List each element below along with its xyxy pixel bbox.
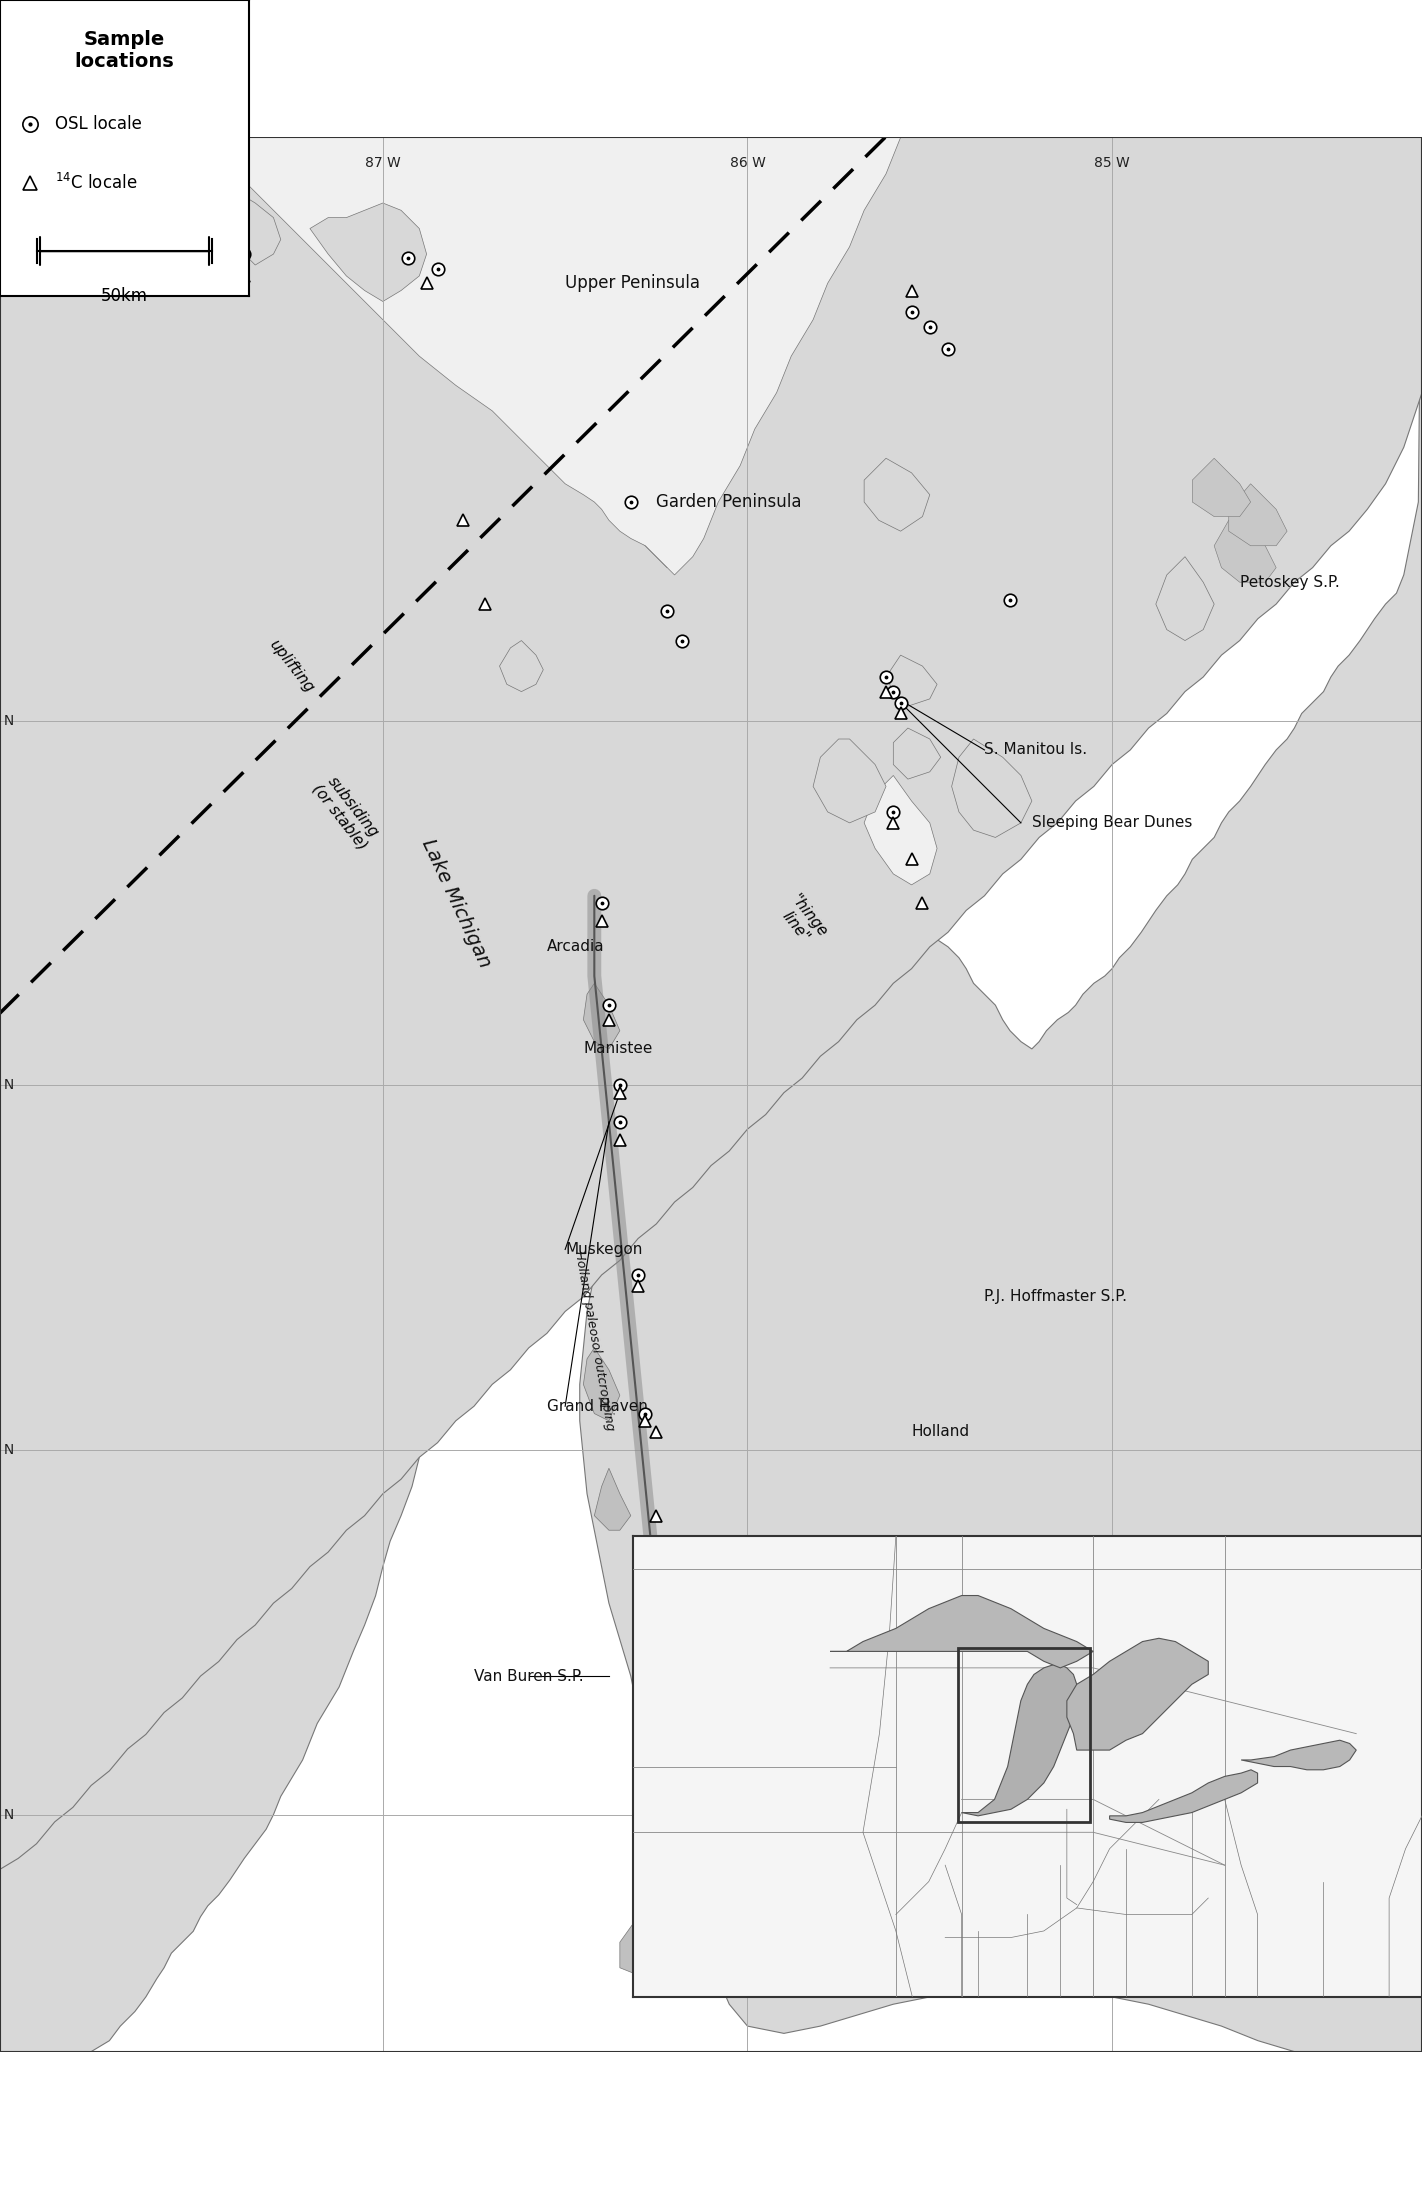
Text: OSL locale: OSL locale (54, 116, 142, 134)
Text: Muskegon: Muskegon (565, 1241, 643, 1256)
Polygon shape (1229, 484, 1287, 545)
Text: $^{14}$C locale: $^{14}$C locale (54, 173, 137, 193)
Polygon shape (0, 138, 958, 2051)
Polygon shape (583, 1348, 620, 1421)
Text: 42 N: 42 N (0, 1808, 14, 1821)
Polygon shape (1192, 458, 1250, 517)
Text: Lake Michigan: Lake Michigan (418, 836, 493, 970)
Polygon shape (638, 1808, 681, 1869)
Text: Upper Peninsula: Upper Peninsula (565, 274, 700, 291)
Text: 86 W: 86 W (729, 155, 765, 169)
Polygon shape (1214, 521, 1276, 582)
Text: P.J. Hoffmaster S.P.: P.J. Hoffmaster S.P. (984, 1289, 1128, 1305)
Text: Indiana Dunes: Indiana Dunes (657, 1981, 766, 1996)
Polygon shape (583, 983, 620, 1049)
Text: Sample
locations: Sample locations (74, 31, 175, 70)
Polygon shape (886, 655, 937, 707)
Polygon shape (865, 775, 937, 884)
Text: subsiding
(or stable): subsiding (or stable) (309, 771, 384, 854)
Text: S. Manitou Is.: S. Manitou Is. (984, 742, 1088, 757)
Text: Sleeping Bear Dunes: Sleeping Bear Dunes (1032, 814, 1192, 830)
Polygon shape (1066, 1637, 1209, 1749)
Text: "hinge
line": "hinge line" (774, 891, 830, 950)
Polygon shape (893, 729, 941, 779)
Text: Manistee: Manistee (583, 1042, 653, 1057)
Text: uplifting: uplifting (266, 637, 317, 696)
Polygon shape (0, 138, 1422, 1869)
Polygon shape (620, 1918, 667, 1974)
Text: 44 N: 44 N (0, 1079, 14, 1092)
Polygon shape (830, 1596, 1094, 1668)
Polygon shape (499, 641, 543, 692)
Text: 45 N: 45 N (0, 714, 14, 727)
Text: Arcadia: Arcadia (547, 939, 604, 954)
Polygon shape (1156, 556, 1214, 641)
Text: Holland paleosol outcropping: Holland paleosol outcropping (572, 1250, 617, 1432)
Text: Van Buren S.P.: Van Buren S.P. (474, 1668, 583, 1683)
Polygon shape (951, 740, 1032, 838)
Polygon shape (1109, 1771, 1257, 1823)
Text: 85 W: 85 W (1094, 155, 1130, 169)
Text: 50km: 50km (101, 287, 148, 304)
Text: 43 N: 43 N (0, 1443, 14, 1458)
Polygon shape (580, 138, 1422, 2051)
Polygon shape (594, 1469, 631, 1530)
Text: Grand Haven: Grand Haven (547, 1399, 648, 1414)
Text: Warren
Dunes: Warren Dunes (948, 1817, 1003, 1850)
Polygon shape (510, 138, 893, 567)
Bar (958, 1648, 1089, 1823)
Text: Holland: Holland (912, 1425, 970, 1440)
Polygon shape (201, 182, 280, 265)
Text: Petoskey S.P.: Petoskey S.P. (1240, 576, 1340, 589)
Polygon shape (633, 1537, 1422, 1996)
Polygon shape (813, 740, 886, 823)
Polygon shape (201, 138, 900, 576)
Polygon shape (310, 204, 427, 302)
Polygon shape (961, 1664, 1076, 1817)
Text: Garden Peninsula: Garden Peninsula (657, 493, 802, 510)
Polygon shape (865, 458, 930, 532)
Text: 87 W: 87 W (365, 155, 401, 169)
Polygon shape (1241, 1740, 1357, 1771)
